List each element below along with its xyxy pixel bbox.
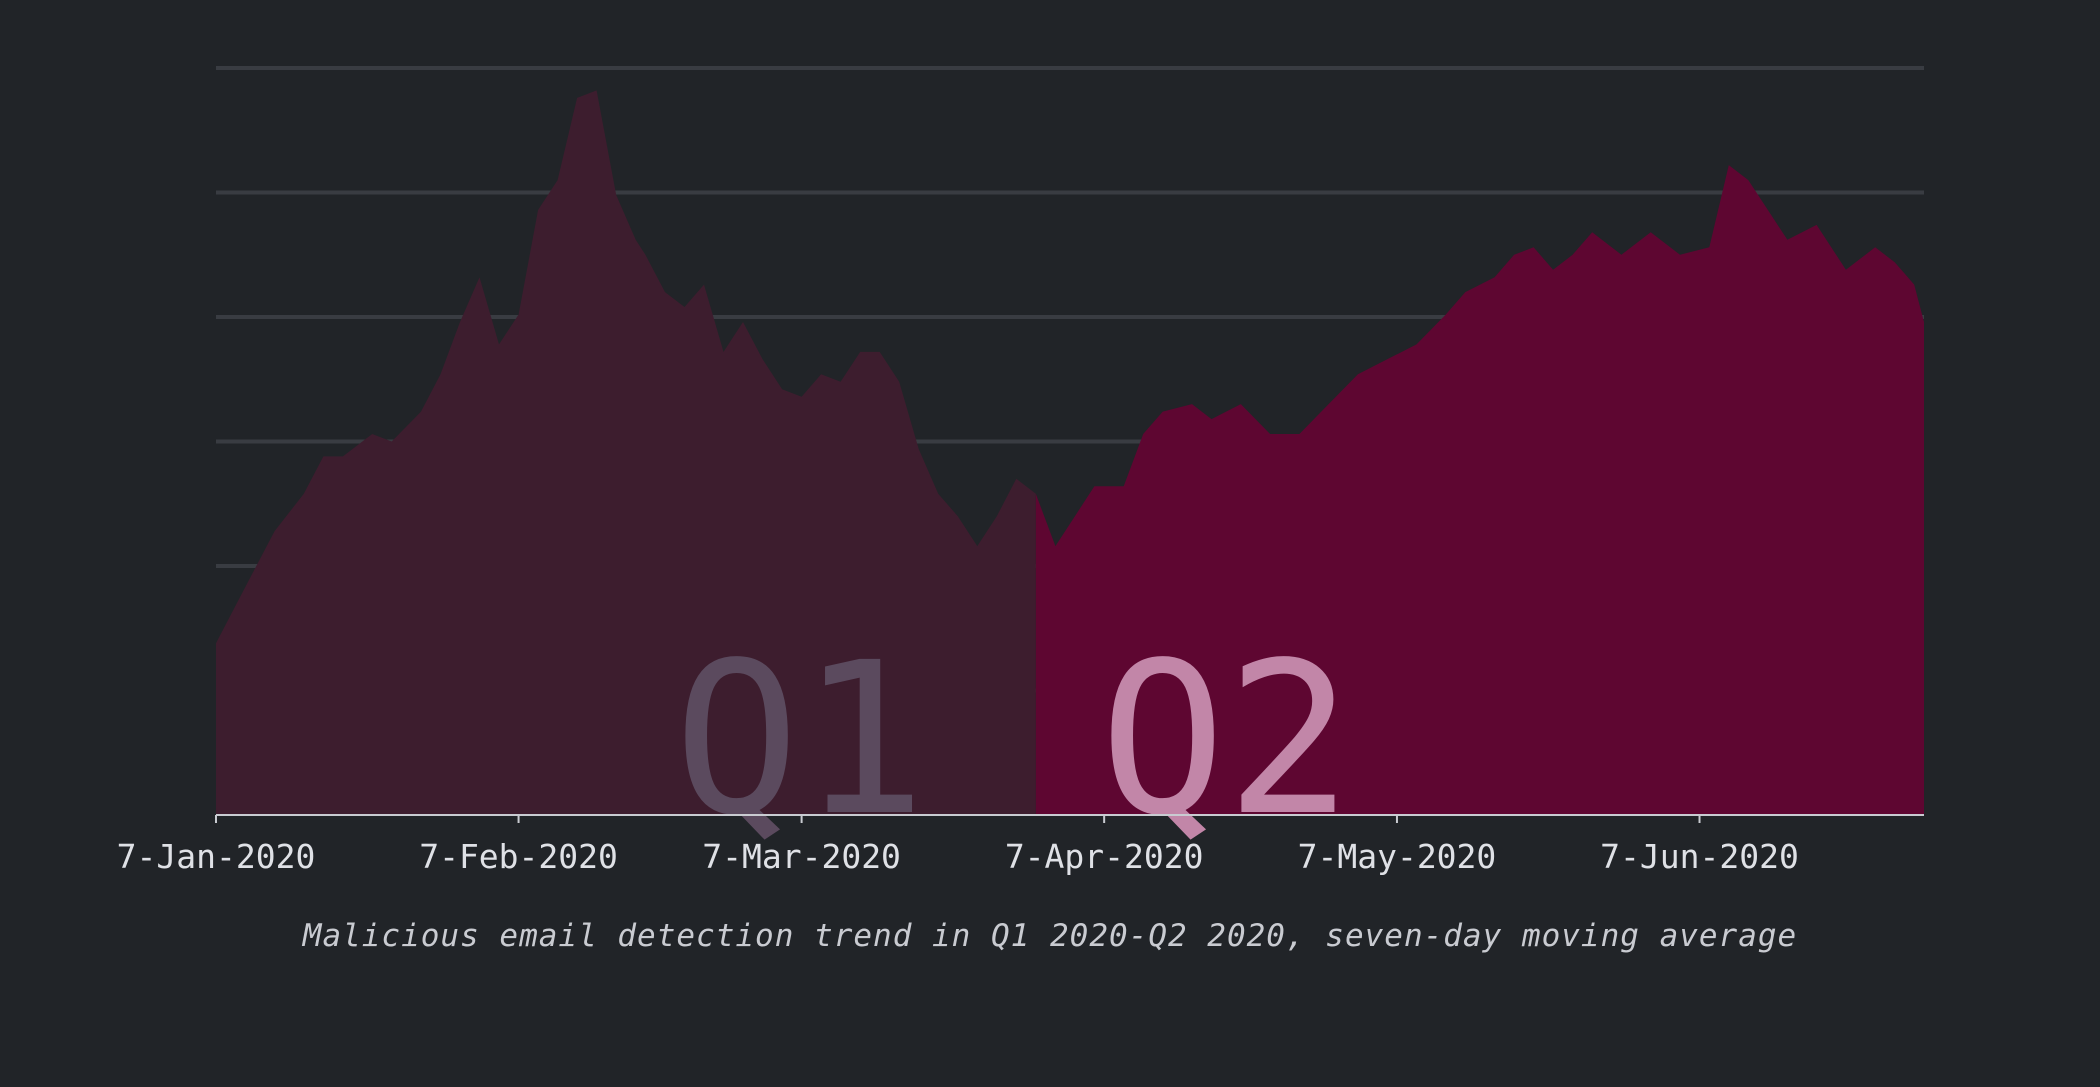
x-tick-label: 7-Feb-2020: [419, 837, 618, 876]
quarter-label-q1: Q1: [673, 617, 926, 862]
area-q2: [1035, 165, 1924, 815]
area-series: [216, 90, 1924, 815]
chart-caption: Malicious email detection trend in Q1 20…: [302, 918, 1798, 954]
x-tick-label: 7-Mar-2020: [702, 837, 901, 876]
x-tick-label: 7-May-2020: [1298, 837, 1497, 876]
x-tick-label: 7-Apr-2020: [1005, 837, 1204, 876]
x-tick-label: 7-Jun-2020: [1600, 837, 1799, 876]
x-tick-label: 7-Jan-2020: [117, 837, 316, 876]
quarter-label-q2: Q2: [1099, 617, 1352, 862]
area-q1: [216, 90, 1036, 815]
quarter-labels: Q1 Q2: [673, 617, 1352, 862]
x-axis: 7-Jan-2020 7-Feb-2020 7-Mar-2020 7-Apr-2020…: [117, 814, 1924, 876]
